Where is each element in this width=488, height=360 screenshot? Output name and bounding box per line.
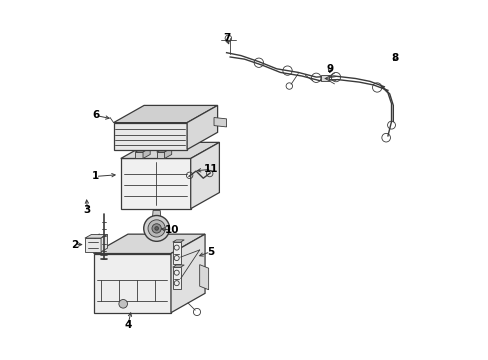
Polygon shape [190, 142, 219, 209]
Text: 9: 9 [325, 64, 333, 74]
Polygon shape [135, 148, 150, 152]
Polygon shape [199, 265, 208, 290]
Polygon shape [135, 152, 142, 158]
Text: 5: 5 [206, 247, 214, 257]
Polygon shape [142, 148, 150, 158]
Polygon shape [121, 158, 190, 209]
Polygon shape [164, 148, 171, 158]
Circle shape [155, 226, 158, 230]
Polygon shape [94, 234, 204, 253]
Polygon shape [171, 234, 204, 313]
Text: 6: 6 [92, 111, 99, 121]
Polygon shape [85, 234, 107, 238]
Polygon shape [172, 267, 180, 289]
Polygon shape [113, 105, 217, 123]
Text: 4: 4 [124, 320, 131, 330]
Polygon shape [156, 152, 164, 158]
Text: 3: 3 [83, 206, 91, 216]
Polygon shape [85, 238, 101, 252]
Polygon shape [101, 234, 107, 252]
Text: 7: 7 [223, 33, 230, 43]
Polygon shape [156, 148, 171, 152]
Polygon shape [113, 123, 187, 149]
Text: 2: 2 [71, 239, 79, 249]
Polygon shape [172, 240, 184, 242]
Polygon shape [187, 105, 217, 149]
Polygon shape [152, 211, 161, 220]
Polygon shape [121, 142, 219, 158]
Text: 11: 11 [204, 164, 218, 174]
Polygon shape [172, 242, 180, 264]
Circle shape [148, 220, 165, 237]
Polygon shape [320, 75, 329, 81]
Circle shape [152, 224, 161, 233]
Polygon shape [214, 117, 226, 127]
Polygon shape [172, 265, 184, 267]
Circle shape [143, 216, 169, 241]
Text: 1: 1 [92, 171, 99, 181]
Text: 10: 10 [164, 225, 179, 235]
Polygon shape [94, 253, 171, 313]
Circle shape [119, 300, 127, 308]
Text: 8: 8 [391, 53, 398, 63]
